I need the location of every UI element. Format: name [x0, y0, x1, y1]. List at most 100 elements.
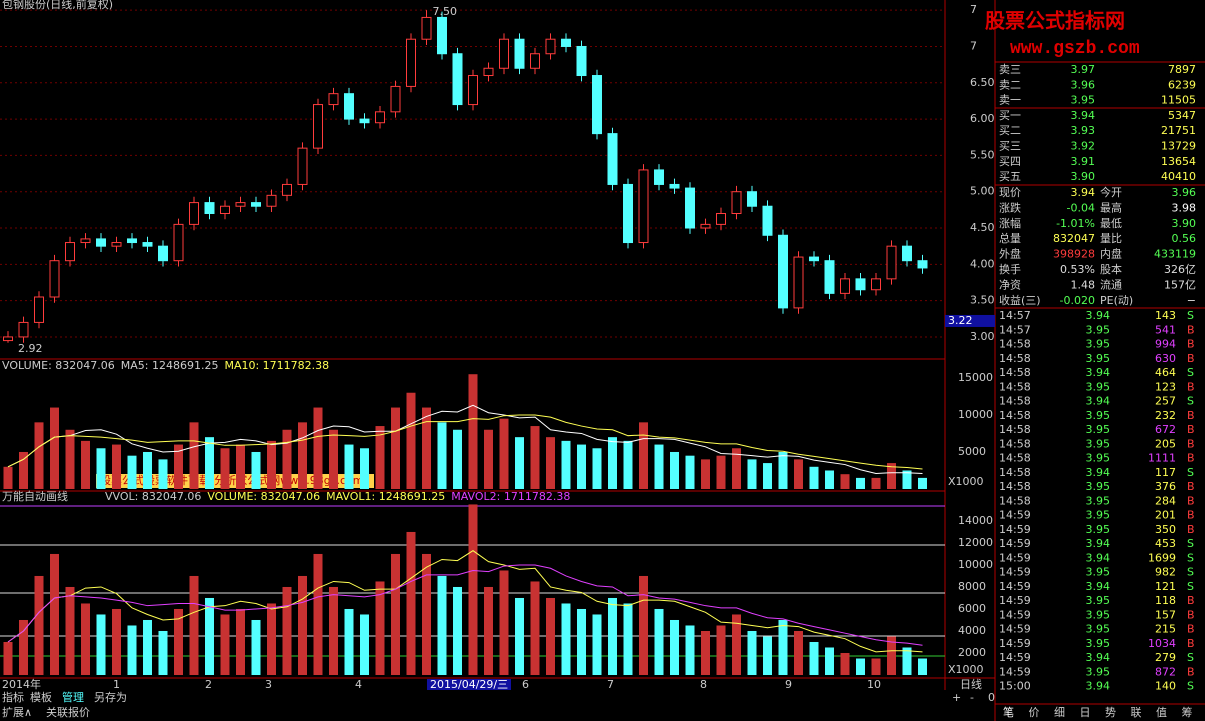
candle-body: [328, 93, 339, 106]
volume-bar: [298, 422, 307, 489]
candle-body: [731, 191, 742, 214]
candle-body: [375, 111, 385, 124]
toolbar-button[interactable]: 扩展∧: [2, 705, 32, 719]
volume-bar: [887, 636, 896, 675]
tick-time: 14:58: [999, 352, 1031, 365]
tick-side: B: [1187, 323, 1195, 336]
volume-bar: [856, 658, 865, 675]
candle-body: [313, 104, 323, 149]
volume-bar: [809, 641, 819, 675]
candle-body: [127, 238, 137, 244]
volume-bar: [670, 451, 679, 489]
axis-button[interactable]: +: [952, 691, 961, 704]
x-tick-label: 4: [355, 678, 362, 691]
chart-title: 包钢股份(日线,前复权): [2, 0, 113, 11]
candle-body: [390, 85, 401, 113]
tick-side: B: [1187, 494, 1195, 507]
tab[interactable]: 筹: [1182, 705, 1193, 719]
volume-bar: [561, 603, 571, 675]
y-tick-label: 5.00: [970, 185, 995, 198]
unit: X1000: [948, 475, 984, 488]
y-tick-label: 4.00: [970, 257, 995, 270]
tab[interactable]: 价: [1029, 706, 1040, 719]
tab[interactable]: 联: [1131, 706, 1142, 719]
stat-label: 现价: [999, 186, 1021, 199]
volume-bar: [918, 658, 927, 675]
axis-button[interactable]: -: [970, 691, 974, 704]
tick-price: 3.95: [1086, 409, 1111, 422]
toolbar-button[interactable]: 关联报价: [46, 705, 90, 719]
candle-body: [778, 234, 788, 309]
stat-label: 换手: [999, 262, 1021, 276]
y-tick-label: 6000: [958, 602, 986, 615]
candle-body: [669, 183, 680, 189]
tick-volume: 630: [1155, 352, 1176, 365]
tick-volume: 284: [1155, 494, 1176, 507]
y-tick-label: 4000: [958, 624, 986, 637]
ob-volume: 11505: [1161, 94, 1196, 107]
tick-price: 3.95: [1086, 323, 1111, 336]
candle-body: [747, 191, 757, 207]
volume-bar: [34, 575, 44, 675]
stat-label: 净资: [999, 277, 1021, 291]
candle-body: [421, 16, 432, 40]
tick-price: 3.94: [1086, 537, 1111, 550]
tab[interactable]: 细: [1054, 706, 1065, 719]
candle-body: [840, 278, 850, 294]
volume-bar: [406, 531, 416, 675]
candle-body: [34, 296, 44, 323]
tick-volume: 140: [1155, 680, 1176, 693]
tab[interactable]: 势: [1105, 706, 1116, 719]
toolbar-button[interactable]: 指标: [2, 690, 24, 704]
legend: MAVOL1: 1248691.25: [326, 490, 445, 503]
volume-bar: [747, 630, 757, 675]
tick-side: S: [1187, 537, 1194, 550]
volume-bar: [360, 614, 369, 675]
tick-time: 14:59: [999, 623, 1031, 636]
x-tick-label: 2014年: [2, 677, 41, 691]
candle-body: [266, 194, 277, 207]
tick-time: 14:59: [999, 551, 1031, 564]
tick-volume: 215: [1155, 623, 1176, 636]
volume-bar: [484, 429, 493, 489]
volume-bar: [158, 459, 168, 489]
max-label: 7.50: [433, 5, 458, 18]
stat-label: PE(动): [1100, 294, 1133, 307]
candle-body: [111, 242, 122, 247]
volume-bar: [484, 586, 493, 675]
volume-bar: [282, 429, 292, 489]
volume-bar: [158, 630, 168, 675]
toolbar-button[interactable]: 管理: [62, 690, 84, 704]
tab[interactable]: 值: [1156, 706, 1167, 719]
ob-price: 3.95: [1071, 94, 1096, 107]
volume-bar: [453, 586, 462, 675]
axis-button[interactable]: 0: [988, 691, 995, 704]
period: 日线: [960, 677, 982, 691]
volume-bar: [50, 407, 59, 489]
y-tick-label: 4.50: [970, 221, 995, 234]
tick-volume: 143: [1155, 309, 1176, 322]
volume-bar: [406, 392, 416, 489]
tab[interactable]: 日: [1080, 706, 1091, 719]
y-tick-label: 6.50: [970, 76, 995, 89]
y-tick-label: 3.00: [970, 330, 995, 343]
tick-volume: 279: [1155, 651, 1176, 664]
toolbar-button[interactable]: 模板: [30, 690, 52, 704]
y-tick-label: 3.50: [970, 294, 995, 307]
volume-bar: [391, 407, 400, 489]
volume-bar: [96, 614, 106, 675]
x-tick-label: 8: [700, 678, 707, 691]
tick-side: B: [1187, 380, 1195, 393]
volume-bar: [701, 630, 710, 675]
min-label: 2.92: [18, 342, 43, 355]
ob-price: 3.96: [1071, 78, 1096, 91]
ob-volume: 40410: [1161, 170, 1196, 183]
toolbar-button[interactable]: 另存为: [94, 690, 127, 704]
tab[interactable]: 笔: [1003, 705, 1014, 719]
tick-volume: 464: [1155, 366, 1176, 379]
volume-bar: [313, 553, 323, 675]
stat-value: 433119: [1154, 248, 1196, 261]
volume-bar: [220, 448, 230, 489]
tick-time: 14:59: [999, 637, 1031, 650]
